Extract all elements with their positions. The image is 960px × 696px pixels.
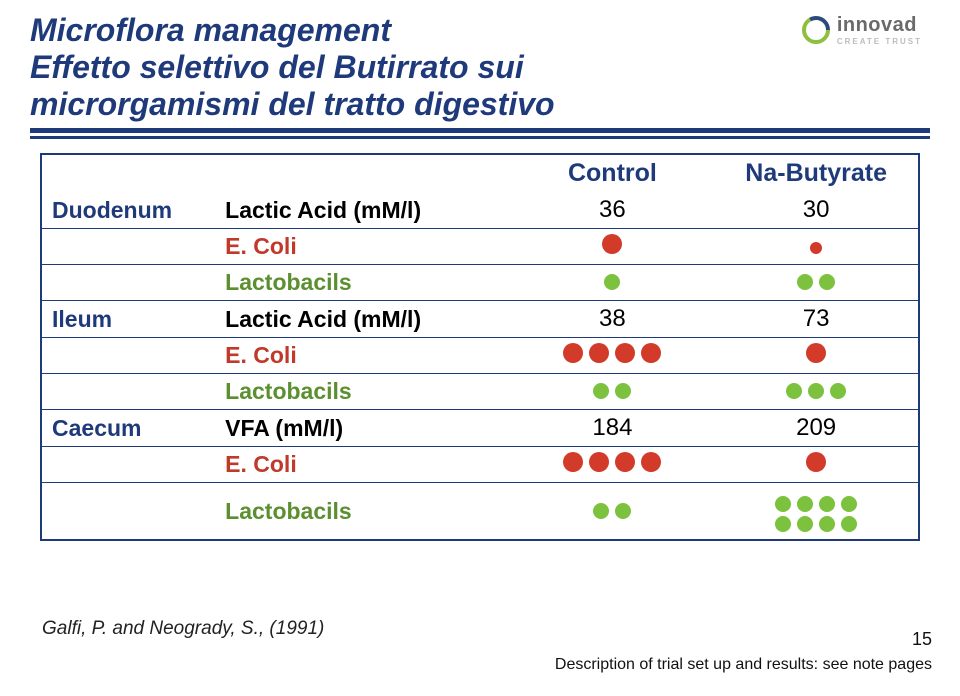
measure-numeric: Lactic Acid (mM/l) <box>215 192 510 229</box>
logo-text: innovad CREATE TRUST <box>837 14 922 46</box>
dots-control <box>511 229 715 265</box>
table-row: Lactobacils <box>42 374 918 410</box>
region-label: Caecum <box>42 410 215 447</box>
dots-control <box>511 265 715 301</box>
table-row: IleumLactic Acid (mM/l)3873 <box>42 301 918 338</box>
dots-nabutyrate <box>714 229 918 265</box>
table-row: E. Coli <box>42 447 918 483</box>
dots-nabutyrate <box>714 338 918 374</box>
value-nabutyrate: 73 <box>714 301 918 338</box>
region-label: Duodenum <box>42 192 215 229</box>
dots-control <box>511 483 715 539</box>
measure-ecoli: E. Coli <box>215 229 510 265</box>
brand-logo: innovad CREATE TRUST <box>801 14 922 46</box>
measure-numeric: VFA (mM/l) <box>215 410 510 447</box>
table-row: Lactobacils <box>42 265 918 301</box>
data-table: Control Na-Butyrate DuodenumLactic Acid … <box>40 153 920 541</box>
divider <box>30 128 930 139</box>
logo-mark-icon <box>801 15 831 45</box>
col-nabutyrate: Na-Butyrate <box>714 155 918 192</box>
page-number: 15 <box>912 629 932 650</box>
table-header-row: Control Na-Butyrate <box>42 155 918 192</box>
value-nabutyrate: 209 <box>714 410 918 447</box>
measure-lactobacils: Lactobacils <box>215 374 510 410</box>
value-control: 184 <box>511 410 715 447</box>
dots-control <box>511 338 715 374</box>
region-label: Ileum <box>42 301 215 338</box>
table-row: E. Coli <box>42 338 918 374</box>
value-nabutyrate: 30 <box>714 192 918 229</box>
measure-ecoli: E. Coli <box>215 338 510 374</box>
table-row: E. Coli <box>42 229 918 265</box>
value-control: 38 <box>511 301 715 338</box>
col-control: Control <box>511 155 715 192</box>
value-control: 36 <box>511 192 715 229</box>
title-line3: microrgamismi del tratto digestivo <box>30 86 930 123</box>
brand-name: innovad <box>837 14 922 37</box>
footnote: Description of trial set up and results:… <box>555 656 932 674</box>
dots-nabutyrate <box>714 374 918 410</box>
table-row: DuodenumLactic Acid (mM/l)3630 <box>42 192 918 229</box>
title-line1: Microflora management <box>30 12 930 49</box>
dots-control <box>511 447 715 483</box>
measure-lactobacils: Lactobacils <box>215 265 510 301</box>
table-row: CaecumVFA (mM/l)184209 <box>42 410 918 447</box>
dots-nabutyrate <box>714 265 918 301</box>
header: Microflora management Effetto selettivo … <box>0 0 960 122</box>
dots-nabutyrate <box>714 483 918 539</box>
measure-lactobacils: Lactobacils <box>215 483 510 539</box>
brand-tagline: CREATE TRUST <box>837 37 922 46</box>
table-row: Lactobacils <box>42 483 918 539</box>
dots-nabutyrate <box>714 447 918 483</box>
title-line2: Effetto selettivo del Butirrato sui <box>30 49 930 86</box>
measure-numeric: Lactic Acid (mM/l) <box>215 301 510 338</box>
measure-ecoli: E. Coli <box>215 447 510 483</box>
dots-control <box>511 374 715 410</box>
slide-title: Microflora management Effetto selettivo … <box>30 12 930 122</box>
citation: Galfi, P. and Neogrady, S., (1991) <box>42 618 324 640</box>
